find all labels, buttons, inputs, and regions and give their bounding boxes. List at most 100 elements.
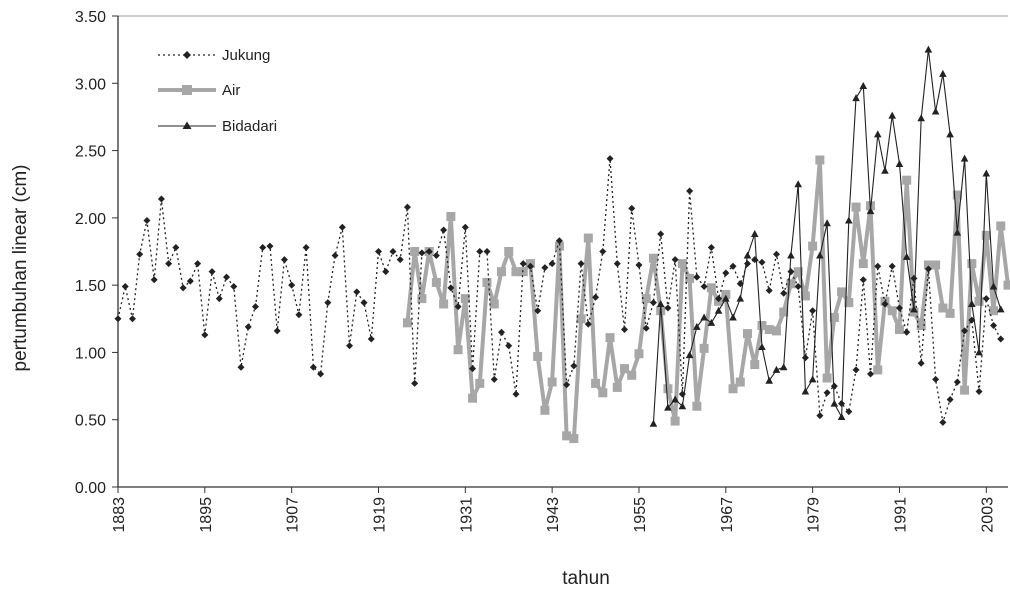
point-air (706, 283, 716, 293)
y-tick-label: 1.00 (75, 345, 106, 362)
point-air (822, 373, 832, 383)
point-jukung (476, 248, 484, 255)
point-bidadari (939, 69, 947, 77)
point-air (562, 431, 572, 441)
point-bidadari (823, 219, 831, 227)
point-air (771, 326, 781, 336)
point-jukung (823, 389, 831, 397)
point-jukung (237, 363, 245, 371)
point-air (641, 294, 651, 304)
point-jukung (165, 260, 173, 268)
point-air (1003, 280, 1010, 290)
point-jukung (700, 282, 708, 290)
point-jukung (143, 217, 151, 225)
point-air (923, 260, 933, 270)
point-jukung (295, 311, 303, 319)
x-axis-ticks: 1883 1895 1907 1919 1931 1943 1955 1967 1979 1991… (111, 487, 996, 533)
legend-marker-air (182, 85, 192, 95)
x-tick-label: 1931 (458, 497, 475, 533)
point-jukung (353, 288, 361, 296)
point-bidadari (968, 299, 976, 307)
point-jukung (693, 273, 701, 281)
point-jukung (642, 324, 650, 332)
point-jukung (288, 281, 296, 289)
y-tick-label: 0.50 (75, 413, 106, 430)
point-jukung (555, 237, 563, 245)
point-jukung (548, 260, 556, 268)
point-bidadari (852, 94, 860, 102)
point-air (547, 377, 557, 387)
point-jukung (425, 248, 433, 255)
point-bidadari (722, 294, 730, 302)
y-axis-title: pertumbuhan linear (cm) (10, 165, 31, 372)
point-jukung (223, 273, 231, 281)
y-tick-label: 0.00 (75, 480, 106, 497)
point-jukung (150, 276, 158, 284)
point-bidadari (750, 230, 759, 238)
point-bidadari (845, 216, 853, 224)
point-jukung (592, 293, 600, 301)
point-jukung (772, 250, 780, 258)
point-jukung (758, 258, 766, 266)
point-jukung (932, 375, 940, 383)
point-jukung (975, 387, 983, 395)
point-bidadari (881, 166, 889, 174)
point-air (511, 267, 521, 277)
point-air (757, 321, 767, 331)
point-jukung (715, 295, 723, 303)
x-tick-label: 1895 (198, 497, 215, 533)
point-air (887, 306, 897, 316)
point-air (612, 382, 622, 392)
x-tick-label: 1883 (111, 497, 128, 533)
point-air (475, 378, 485, 388)
point-jukung (346, 342, 354, 350)
point-jukung (751, 256, 759, 264)
point-jukung (563, 381, 571, 389)
point-jukung (179, 284, 187, 292)
series-line-jukung (117, 158, 1002, 423)
point-jukung (874, 262, 882, 270)
point-jukung (780, 289, 788, 297)
point-jukung (367, 335, 375, 343)
point-air (873, 365, 883, 375)
point-jukung (599, 248, 607, 255)
point-bidadari (787, 251, 795, 259)
point-air (728, 384, 738, 394)
point-air (989, 306, 999, 316)
point-air (591, 378, 601, 388)
point-jukung (411, 379, 419, 387)
point-air (583, 233, 593, 243)
point-jukung (526, 262, 534, 270)
point-jukung (317, 370, 325, 378)
point-jukung (266, 242, 274, 250)
point-jukung (136, 250, 144, 258)
point-air (721, 290, 731, 300)
point-air (685, 273, 695, 283)
point-air (938, 303, 948, 313)
point-air (569, 434, 579, 444)
point-jukung (324, 299, 332, 307)
point-bidadari (837, 413, 846, 421)
point-jukung (505, 342, 513, 350)
point-air (851, 202, 861, 212)
point-jukung (903, 328, 911, 336)
point-bidadari (830, 399, 839, 407)
y-tick-label: 3.00 (75, 76, 106, 93)
point-air (699, 343, 709, 353)
point-air (750, 360, 760, 370)
legend-marker-jukung (183, 51, 191, 59)
point-bidadari (671, 395, 679, 403)
point-bidadari (975, 348, 983, 356)
x-tick-label: 2003 (979, 497, 996, 533)
point-bidadari (714, 306, 723, 314)
point-jukung (794, 282, 802, 290)
point-air (533, 351, 543, 361)
point-jukung (208, 268, 216, 276)
point-jukung (483, 248, 491, 255)
point-jukung (845, 408, 853, 416)
point-air (800, 291, 810, 301)
point-bidadari (664, 403, 672, 411)
point-air (402, 318, 412, 328)
point-jukung (686, 187, 694, 195)
